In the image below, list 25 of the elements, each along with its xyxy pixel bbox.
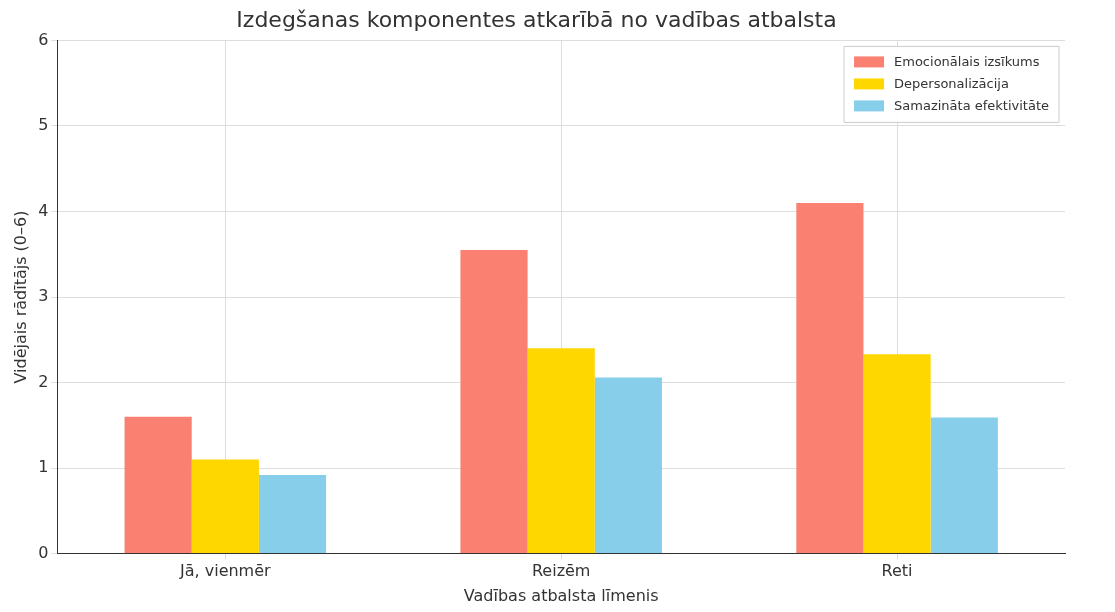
y-tick-label: 6 <box>38 29 49 49</box>
bar <box>460 249 528 554</box>
y-tick-label: 2 <box>38 371 49 391</box>
x-axis-title: Vadības atbalsta līmenis <box>463 585 659 605</box>
legend-label: Samazināta efektivitāte <box>894 97 1050 113</box>
bar <box>258 474 327 554</box>
x-tick-label: Reizēm <box>531 561 591 581</box>
bar <box>124 416 192 554</box>
bar <box>527 348 595 554</box>
legend-label: Emocionālais izsīkums <box>894 53 1040 69</box>
y-tick-label: 1 <box>38 457 49 477</box>
bar <box>796 202 864 554</box>
bar <box>594 377 662 554</box>
y-tick-label: 0 <box>38 542 49 562</box>
y-tick-label: 5 <box>38 115 49 135</box>
y-tick-label: 3 <box>38 286 49 306</box>
bar <box>191 459 259 554</box>
x-tick-label: Reti <box>881 561 913 581</box>
legend-label: Depersonalizācija <box>894 75 1009 91</box>
x-tick-label: Jā, vienmēr <box>179 561 272 581</box>
bar <box>863 354 931 554</box>
bar <box>930 417 998 554</box>
chart-title: Izdegšanas komponentes atkarībā no vadības atbalsta <box>236 6 837 32</box>
y-tick-label: 4 <box>38 200 49 220</box>
y-axis-title: Vidējais rādītājs (0–6) <box>10 210 30 384</box>
